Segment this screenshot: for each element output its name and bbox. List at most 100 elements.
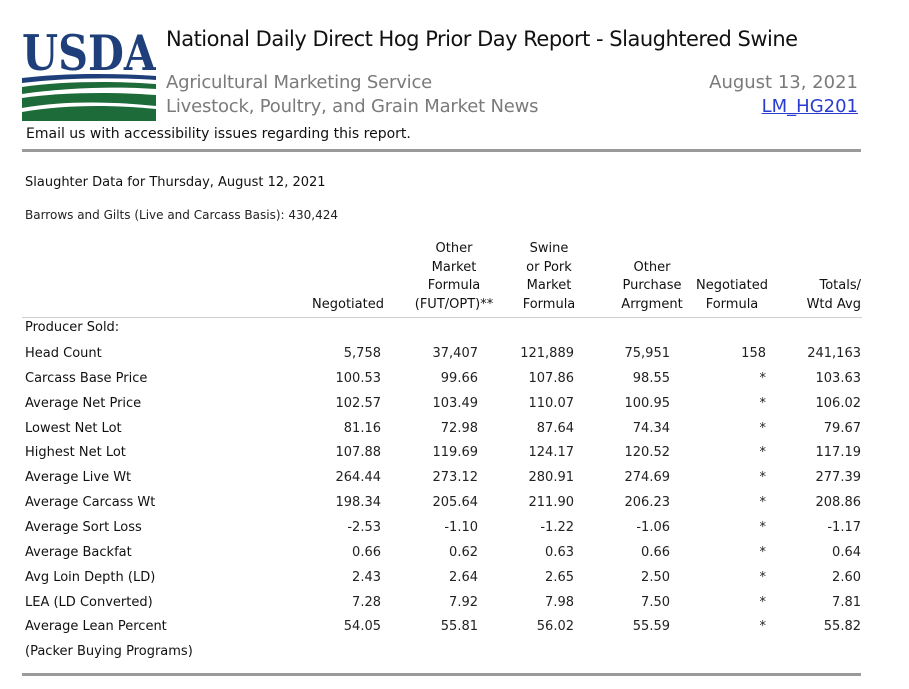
- table-cell: 277.39: [815, 470, 862, 486]
- table-cell: 56.02: [536, 619, 574, 635]
- table-cell: 74.34: [632, 420, 670, 436]
- table-cell: *: [759, 445, 767, 461]
- report-id-link[interactable]: LM_HG201: [761, 96, 858, 117]
- column-header-line: (FUT/OPT)**: [414, 296, 494, 312]
- table-cell: -1.06: [636, 519, 670, 535]
- table-cell: 0.63: [545, 544, 574, 560]
- table-cell: -1.10: [444, 519, 478, 535]
- table-cell: 280.91: [528, 470, 575, 486]
- table-cell: 0.66: [641, 544, 670, 560]
- table-cell: 198.34: [335, 495, 382, 511]
- table-cell: 241,163: [807, 346, 861, 361]
- report-date: August 13, 2021: [709, 72, 858, 93]
- table-cell: 110.07: [528, 395, 575, 411]
- header-divider: [22, 317, 862, 318]
- table-cell: 274.69: [624, 470, 671, 486]
- table-cell: 106.02: [815, 395, 862, 411]
- table-cell: 107.86: [528, 370, 575, 386]
- table-cell: *: [759, 544, 767, 560]
- table-cell: 2.50: [641, 569, 670, 585]
- row-label: Average Sort Loss: [25, 519, 142, 535]
- table-cell: 2.64: [449, 569, 478, 585]
- table-cell: 55.82: [823, 619, 861, 635]
- group-label: Producer Sold:: [25, 320, 120, 335]
- column-header-line: Other: [435, 241, 473, 256]
- svg-text:USDA: USDA: [22, 26, 156, 82]
- column-header: Swine or Pork Market Formula: [494, 238, 604, 314]
- column-header-line: Purchase: [622, 278, 682, 293]
- table-cell: *: [759, 470, 767, 486]
- table-cell: 158: [741, 346, 766, 361]
- table-cell: 79.67: [823, 420, 861, 436]
- table-cell: 120.52: [624, 445, 671, 461]
- table-cell: 2.65: [545, 569, 574, 585]
- table-cell: 7.81: [832, 594, 861, 610]
- table-cell: 98.55: [632, 370, 670, 386]
- table-cell: *: [759, 495, 767, 511]
- column-header-line: Negotiated: [696, 278, 768, 293]
- row-label: LEA (LD Converted): [25, 594, 153, 610]
- table-cell: *: [759, 569, 767, 585]
- column-header-line: Arrgment: [621, 296, 683, 312]
- table-cell: 103.63: [815, 370, 862, 386]
- table-cell: 124.17: [528, 445, 575, 461]
- table-cell: 121,889: [520, 346, 574, 361]
- table-cell: 205.64: [432, 495, 479, 511]
- table-cell: *: [759, 420, 767, 436]
- row-label: Head Count: [25, 346, 102, 361]
- table-cell: 0.62: [449, 544, 478, 560]
- table-cell: *: [759, 594, 767, 610]
- column-header-line: Negotiated: [312, 296, 384, 312]
- table-cell: -1.17: [827, 519, 861, 535]
- column-header: Totals/Wtd Avg: [807, 238, 861, 314]
- column-header: Negotiated Formula: [677, 238, 787, 314]
- table-cell: 0.66: [352, 544, 381, 560]
- column-header: Other Purchase Arrgment: [597, 238, 707, 314]
- table-cell: *: [759, 370, 767, 386]
- table-cell: 208.86: [815, 495, 862, 511]
- table-cell: -1.22: [540, 519, 574, 535]
- section-title: Slaughter Data for Thursday, August 12, …: [25, 175, 326, 190]
- table-cell: 100.53: [335, 370, 382, 386]
- table-cell: 72.98: [440, 420, 478, 436]
- row-label: Highest Net Lot: [25, 445, 126, 461]
- table-cell: *: [759, 519, 767, 535]
- table-cell: 7.28: [352, 594, 381, 610]
- table-cell: 7.50: [641, 594, 670, 610]
- table-cell: 2.60: [832, 569, 861, 585]
- table-cell: 102.57: [335, 395, 382, 411]
- table-cell: 100.95: [624, 395, 671, 411]
- row-label: Average Carcass Wt: [25, 495, 156, 511]
- row-label: Lowest Net Lot: [25, 420, 122, 436]
- column-header: Other Market Formula (FUT/OPT)**: [399, 238, 509, 314]
- column-header-line: Market: [431, 259, 477, 275]
- table-cell: 107.88: [335, 445, 382, 461]
- table-cell: 7.98: [545, 594, 574, 610]
- accessibility-email-note[interactable]: Email us with accessibility issues regar…: [26, 126, 411, 142]
- table-cell: 273.12: [432, 470, 479, 486]
- column-header-line: Other: [633, 259, 671, 275]
- table-cell: 211.90: [528, 495, 575, 511]
- column-header-line: Market: [526, 278, 572, 293]
- table-cell: *: [759, 619, 767, 635]
- column-header-line: Formula: [522, 296, 576, 312]
- table-cell: 99.66: [440, 370, 478, 386]
- column-header-line: Formula: [705, 296, 759, 312]
- agency-name: Agricultural Marketing Service: [166, 72, 433, 93]
- column-header-line: Totals/: [819, 278, 861, 293]
- table-cell: 2.43: [352, 569, 381, 585]
- row-label: Average Net Price: [25, 395, 142, 411]
- table-cell: *: [759, 395, 767, 411]
- bottom-divider: [22, 673, 861, 676]
- table-cell: 103.49: [432, 395, 479, 411]
- table-cell: 81.16: [343, 420, 381, 436]
- row-label: Avg Loin Depth (LD): [25, 569, 156, 585]
- table-cell: 206.23: [624, 495, 671, 511]
- division-name: Livestock, Poultry, and Grain Market New…: [166, 96, 539, 117]
- column-header-line: Swine: [529, 241, 569, 256]
- table-cell: 117.19: [815, 445, 862, 461]
- table-cell: 55.81: [440, 619, 478, 635]
- usda-logo: USDA: [22, 26, 156, 121]
- column-header-line: or Pork: [526, 259, 572, 275]
- barrows-gilts-total: Barrows and Gilts (Live and Carcass Basi…: [25, 208, 338, 222]
